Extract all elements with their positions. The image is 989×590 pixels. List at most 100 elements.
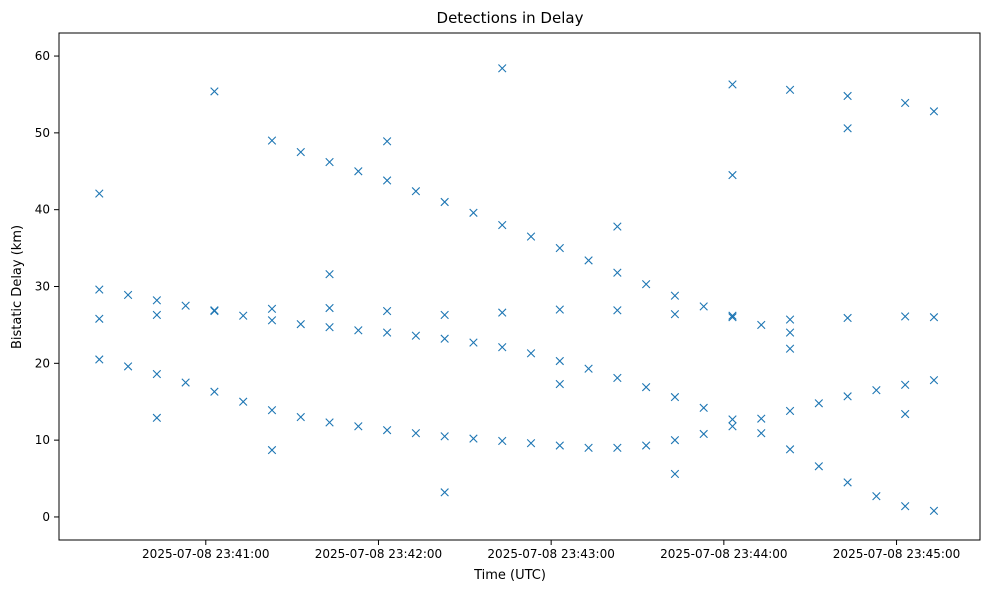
y-tick-label: 0: [42, 510, 50, 524]
detection-point: [382, 306, 392, 316]
detection-point: [900, 409, 910, 419]
x-axis-title: Time (UTC): [473, 568, 546, 583]
detection-point: [785, 85, 795, 95]
detection-point: [152, 310, 162, 320]
detection-point: [267, 405, 277, 415]
detection-point: [814, 462, 824, 471]
detection-point: [440, 488, 449, 497]
detection-point: [210, 87, 219, 96]
detection-point: [555, 305, 564, 314]
detection-point: [296, 319, 305, 329]
y-tick-label: 50: [35, 126, 50, 140]
detection-point: [181, 301, 190, 310]
detection-point: [929, 506, 939, 515]
detection-point: [641, 441, 651, 450]
detection-point: [382, 176, 392, 185]
detection-point: [900, 98, 910, 108]
detection-point: [526, 439, 536, 448]
detection-point: [440, 334, 449, 343]
detection-point: [843, 478, 852, 487]
detection-point: [498, 64, 507, 73]
detection-point: [757, 320, 766, 330]
detection-point: [498, 308, 507, 317]
x-tick-label: 2025-07-08 23:43:00: [487, 547, 614, 561]
detection-point: [382, 137, 392, 146]
detection-point: [325, 418, 334, 427]
detection-point: [555, 379, 564, 389]
detection-point: [181, 378, 190, 387]
detection-point: [526, 232, 536, 241]
detection-point: [95, 285, 104, 294]
detection-point: [699, 429, 708, 439]
detection-point: [440, 197, 449, 207]
detection-point: [239, 311, 248, 320]
detection-point: [555, 441, 564, 450]
x-axis: 2025-07-08 23:41:00 2025-07-08 23:42:00 20…: [142, 540, 960, 561]
detection-point: [382, 328, 392, 337]
detection-point: [469, 208, 478, 217]
detection-point: [152, 369, 162, 379]
detection-point: [95, 314, 104, 323]
detection-point: [267, 136, 277, 145]
detection-point: [900, 502, 910, 511]
y-axis: 0 10 20 30 40 50 60: [35, 49, 59, 524]
detection-point: [613, 268, 622, 277]
detection-point: [498, 220, 507, 230]
detection-point: [239, 397, 248, 406]
detection-point: [670, 392, 680, 402]
detection-point: [325, 270, 334, 279]
detection-point: [325, 157, 334, 167]
detection-point: [95, 355, 104, 364]
y-tick-label: 10: [35, 433, 50, 447]
detection-point: [498, 436, 507, 446]
detection-point: [555, 243, 564, 253]
detection-point: [325, 303, 334, 313]
y-tick-label: 30: [35, 280, 50, 294]
detection-point: [929, 313, 939, 322]
detection-point: [728, 311, 737, 320]
detection-point: [843, 313, 852, 323]
x-tick-label: 2025-07-08 23:44:00: [660, 547, 787, 561]
detection-point: [123, 290, 133, 300]
detection-point: [843, 91, 852, 101]
detection-point: [152, 413, 162, 423]
detection-point: [814, 399, 824, 408]
y-axis-title: Bistatic Delay (km): [10, 225, 25, 349]
detection-point: [613, 373, 622, 383]
detection-point: [613, 306, 622, 315]
scatter-points: [95, 64, 939, 515]
detection-point: [757, 429, 766, 438]
x-tick-label: 2025-07-08 23:42:00: [315, 547, 442, 561]
detection-point: [670, 309, 680, 319]
plot-area-frame: [58, 32, 981, 541]
detection-point: [296, 147, 305, 157]
detection-point: [728, 170, 737, 180]
detection-point: [296, 412, 305, 422]
detection-point: [411, 331, 421, 340]
detection-point: [440, 310, 449, 320]
y-tick-label: 20: [35, 356, 50, 370]
detection-point: [900, 312, 910, 321]
detection-point: [785, 406, 795, 416]
detection-point: [210, 387, 219, 396]
detection-point: [526, 349, 536, 358]
detection-point: [670, 291, 680, 300]
detection-point: [785, 315, 795, 324]
detection-point: [354, 167, 363, 176]
detection-point: [900, 380, 910, 390]
detection-point: [785, 344, 795, 353]
detection-point: [584, 364, 593, 373]
detection-point: [354, 326, 363, 335]
detection-point: [152, 296, 162, 305]
y-tick-label: 60: [35, 49, 50, 63]
detection-point: [325, 323, 334, 332]
detection-point: [498, 342, 507, 352]
detection-point: [267, 316, 277, 325]
y-tick-label: 40: [35, 203, 50, 217]
detection-point: [757, 414, 766, 423]
detection-point: [728, 415, 737, 424]
detection-point: [613, 443, 622, 453]
detection-point: [728, 422, 737, 431]
detection-point: [411, 187, 421, 196]
